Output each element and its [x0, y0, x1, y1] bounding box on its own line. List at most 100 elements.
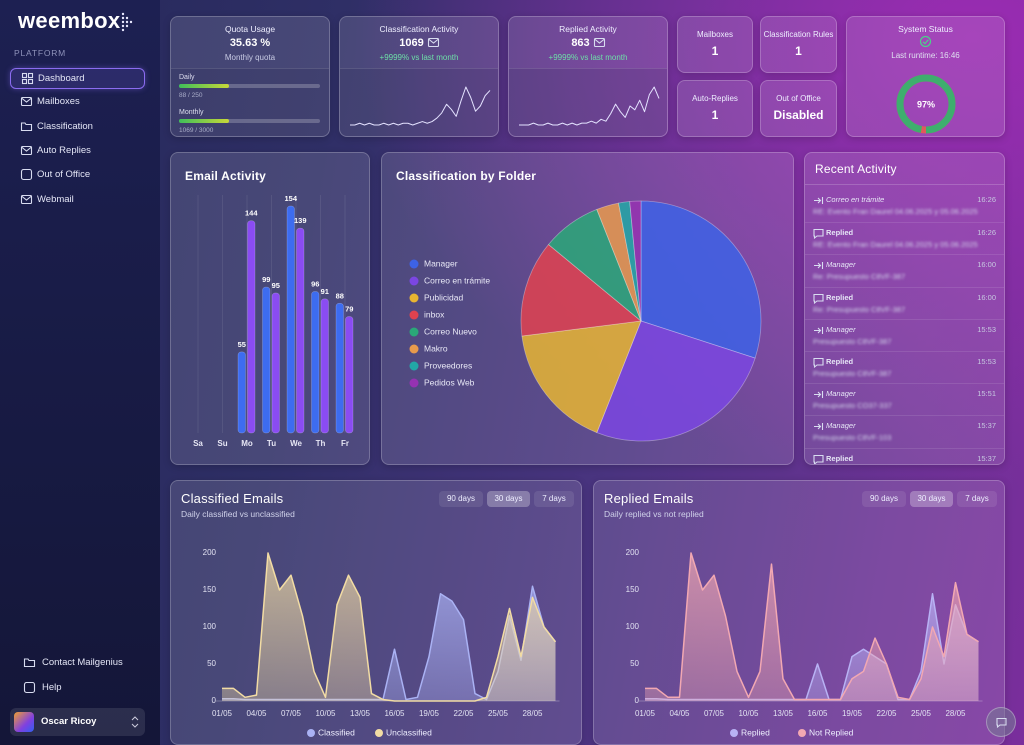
activity-item[interactable]: Replied 15:53 Presupuesto C8VF-387 — [805, 351, 1004, 383]
legend-swatch — [409, 276, 419, 286]
activity-item[interactable]: Replied 16:00 Re: Presupuesto C8VF-387 — [805, 286, 1004, 319]
icon-shape — [20, 145, 33, 155]
bar — [311, 291, 320, 434]
pie-slice — [547, 208, 642, 322]
activity-card: Replied Activity 863 +9999% vs last month — [508, 16, 668, 137]
nav-item[interactable]: Out of Office — [10, 165, 145, 186]
legend-label: Proveedores — [424, 360, 472, 370]
area-fill — [222, 553, 556, 701]
stat-card: Out of Office Disabled — [760, 80, 837, 137]
icon-shape — [814, 262, 824, 270]
activity-card: Classification Activity 1069 +9999% vs las… — [339, 16, 499, 137]
pie-slice — [640, 200, 762, 359]
icon-shape — [814, 197, 824, 204]
y-tick-label: 150 — [626, 585, 640, 594]
x-tick-label: 19/05 — [419, 709, 440, 718]
footer-link[interactable]: Contact Mailgenius — [14, 654, 144, 672]
nav-item[interactable]: Mailboxes — [10, 92, 145, 113]
status-check — [922, 39, 929, 45]
chart-title: Classification by Folder — [396, 169, 537, 183]
icon-shape — [427, 37, 439, 48]
activity-time: 15:53 — [977, 357, 996, 366]
activity-item[interactable]: Manager 15:53 Presupuesto C8VF-387 — [805, 318, 1004, 351]
x-tick-label: Su — [217, 439, 227, 448]
nav-item[interactable]: Webmail — [10, 190, 145, 211]
range-button[interactable]: 7 days — [957, 491, 997, 507]
activity-time: 16:00 — [977, 260, 996, 270]
icon — [427, 37, 439, 48]
stat-card: Mailboxes 1 — [677, 16, 753, 73]
icon-shape — [427, 38, 439, 44]
activity-type: Correo en trámite — [826, 195, 885, 204]
activity-type: Replied — [826, 357, 854, 366]
chart-card: Email Activity Sa Su Mo 55 144 Tu 99 95 We 154 139 T… — [170, 152, 370, 465]
y-tick-label: 200 — [203, 548, 217, 557]
y-tick-label: 0 — [212, 696, 217, 705]
activity-item[interactable]: Manager 16:00 Re: Presupuesto C8VF-387 — [805, 254, 1004, 286]
range-button[interactable]: 30 days — [487, 491, 530, 507]
bar — [247, 220, 256, 434]
activity-item[interactable]: Manager 15:51 Presupuesto CO37-337 — [805, 383, 1004, 415]
bar — [345, 316, 354, 434]
activity-type: Replied — [826, 228, 854, 238]
sparkline-line — [519, 86, 660, 126]
activity-item[interactable]: Manager 15:37 Presupuesto C8VF-103 — [805, 415, 1004, 447]
legend-label: Pedidos Web — [424, 377, 475, 387]
user-menu[interactable]: Oscar Ricoy — [10, 708, 145, 736]
sparkline-area — [340, 68, 498, 136]
sparkline — [350, 86, 491, 126]
x-tick-label: 22/05 — [876, 709, 897, 718]
icon — [814, 391, 824, 399]
legend-swatch — [409, 378, 419, 388]
icon-shape — [593, 37, 605, 48]
nav-item[interactable]: Dashboard — [10, 68, 145, 89]
activity-item[interactable]: Correo en trámite 16:26 RE: Evento Fran Da… — [805, 190, 1004, 222]
legend-swatch — [409, 361, 419, 371]
icon — [813, 293, 824, 304]
legend-swatch — [730, 729, 738, 737]
legend-swatch — [409, 344, 419, 354]
icon-shape — [21, 72, 28, 79]
icon-shape — [23, 681, 36, 694]
chat-button[interactable] — [986, 707, 1016, 737]
activity-item[interactable]: Replied 16:26 RE: Evento Fran Daurel 04.06… — [805, 222, 1004, 254]
footer-link[interactable]: Help — [14, 679, 144, 697]
range-button[interactable]: 90 days — [439, 491, 483, 507]
value-label: 91 — [321, 287, 329, 296]
legend-swatch — [798, 729, 806, 737]
divider — [805, 184, 1004, 185]
nav-item[interactable]: Classification — [10, 117, 145, 138]
x-tick-label: 13/05 — [773, 709, 794, 718]
activity-time: 15:37 — [977, 453, 996, 463]
x-tick-label: 22/05 — [453, 709, 474, 718]
card-title: Classification Activity — [379, 24, 459, 34]
logo: weembox — [18, 8, 121, 33]
stat-value: 1 — [795, 44, 802, 58]
logo-dot — [121, 20, 125, 24]
x-tick-label: 04/05 — [246, 709, 267, 718]
value-label: 95 — [272, 281, 280, 290]
icon — [814, 326, 824, 334]
icon-shape — [23, 658, 36, 668]
recent-activity-card: Recent Activity Correo en trámite 16:26 RE:… — [804, 152, 1005, 465]
icon — [20, 122, 33, 131]
area-line — [222, 552, 557, 702]
chart-title: Classified Emails — [181, 491, 284, 506]
quota-bar — [179, 84, 229, 88]
card-title: Quota Usage — [224, 24, 276, 34]
icon-shape — [813, 229, 824, 240]
range-button[interactable]: 7 days — [534, 491, 574, 507]
system-status-card: System Status Last runtime: 16:46 97% — [846, 16, 1005, 137]
nav-item[interactable]: Auto Replies — [10, 141, 145, 162]
area-chart: 0 50 100 150 200 01/05 04/05 07/05 10/05 13/05 16/… — [203, 548, 560, 737]
x-tick-label: 01/05 — [212, 709, 233, 718]
range-button[interactable]: 90 days — [862, 491, 906, 507]
activity-subject: Re: Presupuesto C8VF-387 — [813, 272, 906, 282]
sparkline-area — [509, 68, 667, 136]
range-button[interactable]: 30 days — [910, 491, 953, 507]
activity-type: Manager — [826, 389, 856, 399]
donut-value — [896, 74, 956, 134]
y-tick-label: 200 — [626, 548, 640, 557]
icon — [814, 262, 824, 270]
